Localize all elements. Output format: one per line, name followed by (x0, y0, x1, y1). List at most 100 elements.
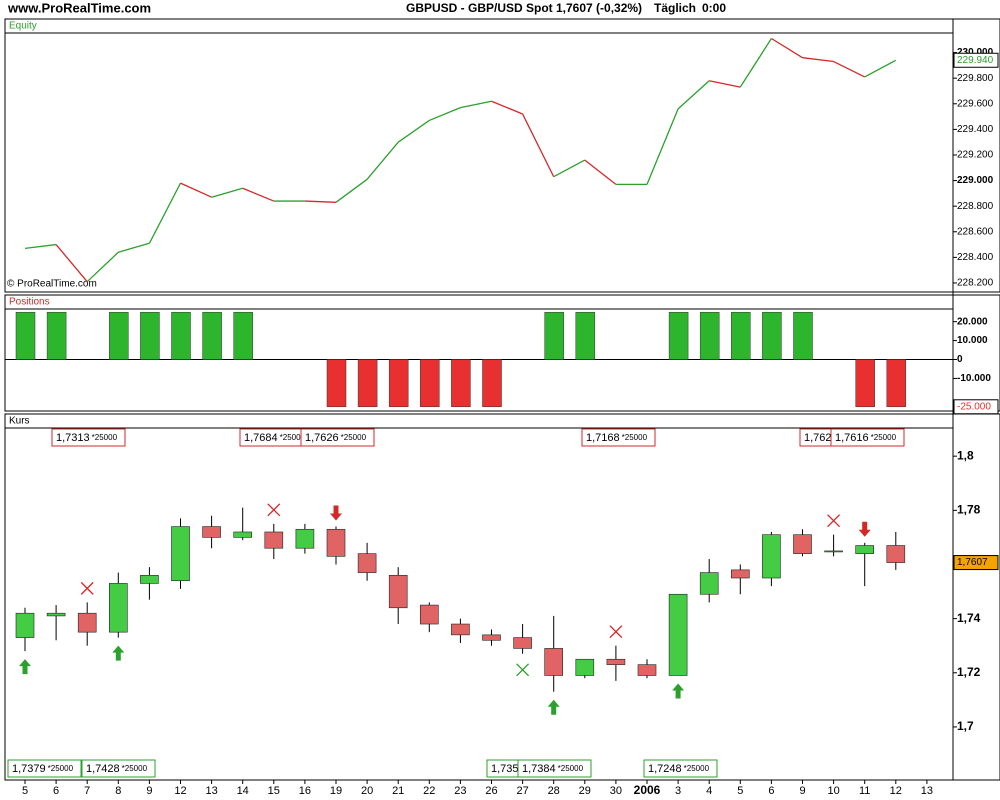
candle-body (357, 553, 377, 573)
order-price: 1,7616 (835, 432, 869, 444)
y-tick-label: -10.000 (957, 373, 991, 384)
order-frame (300, 428, 375, 447)
y-tick-label: 230.000 (957, 47, 994, 58)
buy-arrow (672, 683, 685, 699)
position-bar (544, 311, 564, 360)
candle-body (606, 658, 626, 665)
equity-segment (242, 187, 275, 202)
equity-segment (460, 100, 492, 109)
equity-segment (304, 200, 337, 203)
candle-body (171, 526, 190, 582)
order-box: 1,7684 *2500 (239, 428, 302, 447)
exit-cross (516, 663, 530, 677)
candle-body (233, 531, 252, 538)
position-bar (326, 359, 347, 408)
sell-arrow (858, 521, 871, 537)
order-label: 1,7384 *25000 (522, 763, 584, 775)
order-size: *25000 (48, 764, 74, 773)
candle-body (140, 574, 159, 584)
exit-cross (80, 581, 94, 595)
buy-arrow (19, 659, 31, 675)
position-bar (575, 311, 596, 360)
x-tick-label: 6 (768, 785, 774, 797)
y-tick-label: 228.800 (957, 201, 994, 212)
candle-body (46, 612, 66, 617)
order-price: 1,735 (491, 763, 519, 775)
position-bar (793, 311, 813, 360)
y-tick-label: 229.600 (957, 98, 994, 109)
symbol: GBPUSD - GBP/USD Spot (406, 1, 553, 15)
position-bar (202, 311, 222, 360)
y-tick-label: 1,72 (957, 665, 981, 679)
equity-segment (864, 59, 897, 78)
x-tick-label: 28 (548, 785, 560, 797)
order-box: 1,7313 *25000 (51, 428, 126, 447)
x-tick-label: 2006 (634, 783, 661, 797)
equity-segment (148, 182, 182, 244)
candle-body (482, 634, 501, 641)
order-price: 1,7168 (586, 432, 620, 444)
x-tick-label: 30 (610, 785, 622, 797)
y-tick-label: 229.400 (957, 124, 994, 135)
order-box: 1,7616 *25000 (830, 428, 905, 447)
equity-panel (4, 18, 1000, 293)
order-price: 1,7313 (56, 432, 90, 444)
y-tick-label: 228.200 (957, 278, 994, 289)
positions-panel (4, 294, 1000, 412)
position-bar (140, 311, 160, 360)
y-tick-label: 228.600 (957, 226, 994, 237)
x-tick-label: 5 (737, 785, 743, 797)
position-bar (855, 359, 875, 408)
exit-cross (609, 625, 623, 639)
order-price: 1,7248 (648, 763, 682, 775)
x-tick-label: 29 (579, 785, 591, 797)
position-bar (699, 311, 720, 360)
sell-arrow (330, 505, 342, 521)
panel-title: Equity (9, 21, 37, 32)
y-tick-label: 1,7 (957, 719, 974, 733)
position-bar (388, 359, 409, 408)
x-tick-label: 13 (921, 785, 933, 797)
candle-body (451, 623, 470, 636)
equity-segment (118, 242, 150, 253)
panel-title: Kurs (9, 416, 30, 427)
order-label: 1,7248 *25000 (648, 763, 710, 775)
order-size: *25000 (622, 433, 648, 442)
candle-body (824, 550, 843, 553)
candle-body (886, 545, 906, 563)
order-box: 1,735 (486, 759, 519, 778)
equity-segment (677, 80, 710, 110)
candle-body (855, 545, 875, 554)
equity-segment (771, 37, 803, 59)
last-value-box (953, 399, 999, 415)
position-bar (233, 311, 253, 360)
last-value: -25.000 (953, 399, 999, 415)
x-tick-label: 9 (146, 785, 152, 797)
order-label: 1,735 (491, 763, 519, 775)
position-bar (731, 311, 751, 360)
x-tick-label: 26 (485, 785, 497, 797)
equity-segment (709, 80, 741, 88)
candle-body (668, 593, 688, 676)
x-tick-label: 12 (890, 785, 902, 797)
order-price: 1,7384 (522, 763, 556, 775)
x-tick-label: 19 (330, 785, 342, 797)
last-value-label: -25.000 (957, 401, 991, 412)
order-box: 1,7626 *25000 (300, 428, 375, 447)
last-value-label: 1,7607 (957, 557, 988, 568)
order-frame (581, 428, 656, 447)
order-size: *2500 (280, 433, 301, 442)
price-panel (4, 413, 1000, 781)
order-frame (830, 428, 905, 447)
order-price: 1,7684 (244, 432, 278, 444)
last-value-box (953, 52, 999, 68)
x-tick-label: 20 (361, 785, 373, 797)
last-value: 1,7607 (953, 555, 999, 571)
equity-segment (24, 243, 57, 250)
candle-body (295, 528, 315, 549)
candle-body (388, 574, 408, 609)
buy-arrow (112, 645, 125, 661)
period: Täglich (654, 1, 696, 15)
x-tick-label: 11 (859, 785, 870, 797)
